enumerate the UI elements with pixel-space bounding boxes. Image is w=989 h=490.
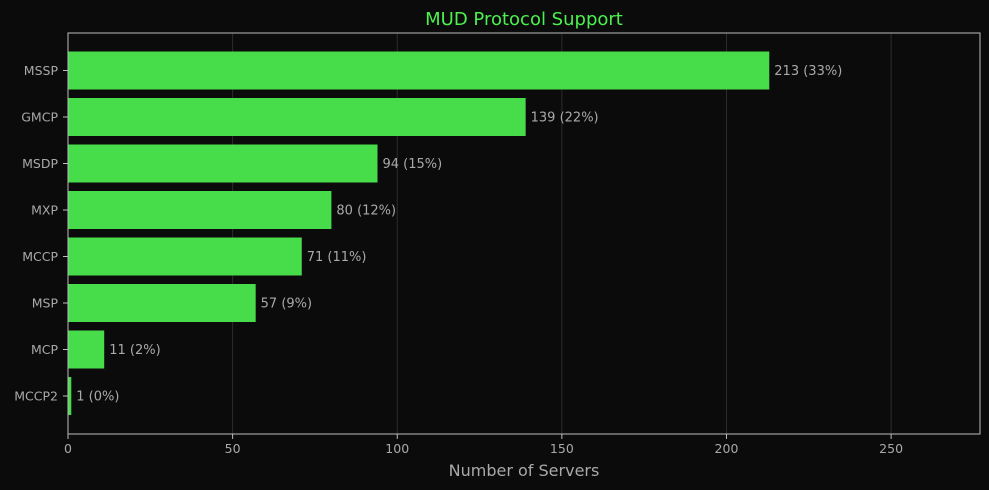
data-label: 1 (0%) [76,390,119,405]
x-tick-label: 200 [715,441,739,456]
x-tick-label: 0 [64,441,72,456]
data-label: 57 (9%) [261,297,312,312]
x-axis-label: Number of Servers [449,461,600,480]
bar-mcp [68,330,105,369]
bar-gmcp [68,98,526,136]
plot-frame [67,32,981,435]
y-tick-label: MSP [32,296,59,311]
bar-mssp [68,51,770,90]
data-label: 213 (33%) [774,64,842,79]
x-tick-label: 100 [385,441,409,456]
y-axis-ticks: MSSP GMCP MSDP MXP MCCP MSP MCP MCCP2 [14,63,68,404]
data-label: 71 (11%) [307,250,367,265]
y-tick-label: MSSP [24,63,59,78]
bar-mccp [68,237,302,276]
bar-msp [68,284,256,322]
y-tick-label: MSDP [22,156,58,171]
y-tick-label: MCCP [22,249,58,264]
bar-msdp [68,144,378,183]
data-label: 11 (2%) [109,343,160,358]
x-tick-label: 150 [550,441,574,456]
y-tick-label: GMCP [21,110,58,125]
chart-title: MUD Protocol Support [425,9,623,30]
y-tick-label: MCP [31,342,59,357]
x-tick-label: 50 [225,441,241,456]
data-label: 139 (22%) [531,111,599,126]
data-labels: 213 (33%) 139 (22%) 94 (15%) 80 (12%) 71 (11… [76,64,842,405]
data-label: 80 (12%) [336,204,396,219]
bar-mccp2 [68,377,72,415]
bars [68,51,770,415]
data-label: 94 (15%) [382,157,442,172]
y-tick-label: MXP [31,203,58,218]
x-tick-label: 250 [879,441,903,456]
y-tick-label: MCCP2 [14,389,58,404]
x-axis-ticks: 0 50 100 150 200 250 [64,434,903,456]
bar-mxp [68,191,332,229]
